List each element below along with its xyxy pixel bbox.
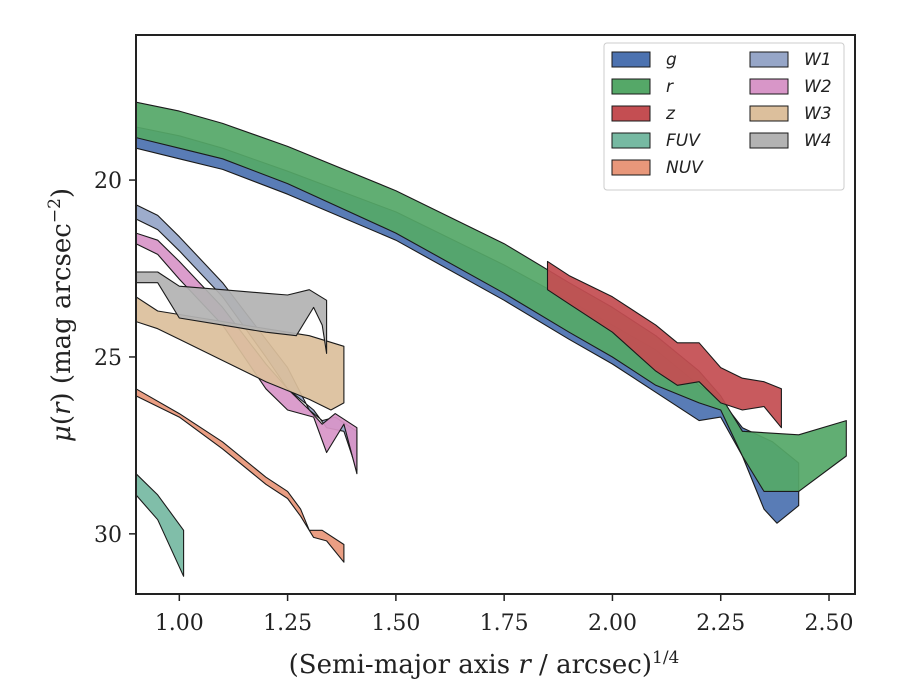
legend-swatch-w3 <box>749 105 789 122</box>
legend-label-w1: W1 <box>804 50 832 70</box>
legend-swatch-w2 <box>749 78 789 95</box>
legend-label-nuv: NUV <box>666 158 704 178</box>
legend-swatch-w4 <box>749 132 789 149</box>
band-r <box>136 101 847 492</box>
y-tick-label: 30 <box>94 523 122 548</box>
x-axis-label: (Semi-major axis r / arcsec)1/4 <box>289 648 680 680</box>
x-tick-label: 1.50 <box>371 611 420 636</box>
x-tick-label: 2.50 <box>805 611 854 636</box>
x-tick-label: 1.75 <box>480 611 529 636</box>
legend-label-w4: W4 <box>804 131 832 151</box>
y-tick-label: 20 <box>94 169 122 194</box>
legend-label-fuv: FUV <box>666 131 701 151</box>
y-axis-ticks: 20 25 30 <box>94 169 136 548</box>
band-nuv <box>136 388 345 563</box>
x-axis-ticks: 1.00 1.25 1.50 1.75 2.00 2.25 2.50 <box>155 594 854 636</box>
x-tick-label: 1.00 <box>155 611 204 636</box>
y-tick-label: 25 <box>94 346 122 371</box>
legend-label-g: g <box>666 50 677 70</box>
plot-frame <box>135 34 856 595</box>
legend-swatch-z <box>611 105 651 122</box>
band-fuv <box>136 473 185 577</box>
legend-swatch-r <box>611 78 651 95</box>
profile-bands <box>136 101 847 577</box>
band-w4 <box>136 271 328 354</box>
legend-label-z: z <box>665 104 676 124</box>
x-tick-label: 2.00 <box>588 611 637 636</box>
legend-swatch-g <box>611 51 651 68</box>
x-tick-label: 1.25 <box>263 611 312 636</box>
legend-label-r: r <box>666 77 674 97</box>
band-z <box>546 260 782 429</box>
legend-swatch-nuv <box>611 159 651 176</box>
y-axis-label: μ(r) (mag arcsec−2) <box>45 188 77 442</box>
legend-label-w3: W3 <box>804 104 832 124</box>
x-tick-label: 2.25 <box>696 611 745 636</box>
legend-swatch-fuv <box>611 132 651 149</box>
legend-label-w2: W2 <box>804 77 832 97</box>
legend-swatch-w1 <box>749 51 789 68</box>
legend: grz FUV NUV W1 W2 W3 W4 <box>603 42 845 191</box>
